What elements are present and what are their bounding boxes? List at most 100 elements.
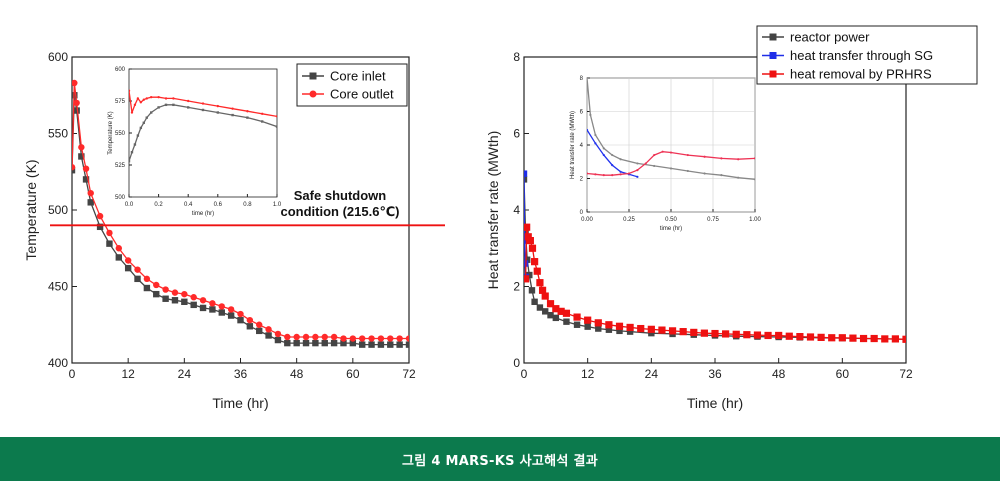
temp-inset-0-point	[187, 106, 190, 109]
heat-2-point	[605, 321, 613, 329]
legend-label: heat transfer through SG	[790, 48, 933, 63]
heat-inset-0-point	[611, 153, 614, 157]
temp-xtick-label: 0	[69, 367, 76, 381]
heat-2-point	[690, 328, 698, 336]
heat-xtick-label: 24	[645, 367, 659, 381]
heat-2-point	[859, 334, 868, 343]
temp-0-point	[72, 92, 78, 99]
temp-inset-0-point	[246, 116, 249, 119]
heat-inset-ytick-label: 6	[580, 110, 584, 116]
temp-ytick-label: 500	[48, 203, 68, 217]
temp-inset-0-point	[145, 116, 148, 119]
temp-inset-0-point	[130, 151, 134, 154]
temp-ytick-label: 550	[48, 127, 68, 141]
heat-inset-0-point	[720, 174, 723, 177]
temp-1-point	[312, 333, 319, 341]
heat-2-point	[594, 319, 602, 327]
temp-inset-0-point	[129, 159, 131, 163]
temp-1-point	[153, 281, 160, 289]
heat-inset-ylabel: Heat transfer rate (MWth)	[570, 111, 576, 179]
temp-inset-0-point	[136, 134, 140, 137]
legend-label: heat removal by PRHRS	[790, 67, 932, 82]
heat-inset-0-point	[602, 147, 605, 150]
heat-2-point	[524, 233, 532, 241]
temp-inset-1-point	[133, 103, 137, 107]
temp-0-point	[256, 327, 263, 335]
temp-0-point	[387, 341, 394, 348]
heat-inset-2-point	[594, 173, 597, 176]
temp-inset-1-point	[187, 99, 190, 103]
heat-inset-2-point	[720, 157, 723, 160]
heat-0-point	[648, 329, 655, 337]
temp-1-point	[256, 321, 263, 328]
temp-1-point	[405, 335, 409, 342]
temp-0-point	[171, 297, 179, 304]
temp-inset-xtick-label: 0.8	[243, 202, 252, 208]
heat-2-point	[668, 327, 677, 335]
temp-inset-0-point	[172, 103, 175, 107]
temp-0-line	[72, 95, 409, 346]
temp-0-point	[87, 199, 94, 206]
temp-inset-frame	[128, 68, 278, 198]
temp-inset-0-point	[164, 103, 168, 107]
heat-inset-0-point	[589, 113, 592, 116]
temp-1-point	[396, 335, 403, 342]
temp-1-point	[368, 335, 375, 342]
temp-inset-xtick-label: 1.0	[273, 202, 282, 208]
temp-0-point	[96, 223, 104, 231]
heat-inset-1-point	[636, 175, 639, 178]
temp-1-point	[246, 316, 254, 324]
heat-inset-0-point	[669, 167, 673, 170]
figure-caption: 그림 4 MARS-KS 사고해석 결과	[401, 453, 599, 469]
heat-2-point	[562, 309, 571, 317]
temp-1-point	[227, 306, 235, 313]
temp-0-point	[368, 341, 375, 348]
temp-inset-1-point	[139, 101, 143, 104]
heat-2-point	[626, 323, 634, 332]
temp-1-point	[162, 286, 169, 293]
heat-ylabel: Heat transfer rate (MWth)	[485, 131, 501, 290]
legend-swatch-marker	[769, 33, 777, 41]
temp-inset-0-point	[139, 126, 143, 130]
heat-1-point	[524, 260, 529, 267]
temp-0-point	[358, 341, 366, 348]
temp-inset-1-series	[129, 89, 277, 118]
temp-1-point	[237, 310, 244, 318]
temp-inset-1-point	[231, 107, 234, 110]
temp-0-point	[115, 254, 123, 261]
heat-2-point	[764, 331, 772, 340]
annotation-line1: Safe shutdown	[294, 188, 387, 203]
temp-inset-xtick-label: 0.0	[125, 202, 134, 208]
heat-inset-2-point	[611, 174, 614, 177]
temp-legend: Core inlet Core outlet	[296, 63, 408, 107]
temp-1-point	[330, 333, 338, 341]
temp-inset-ytick-label: 525	[115, 163, 126, 169]
temp-0-point	[246, 323, 254, 330]
heat-ytick-label: 8	[513, 50, 520, 64]
temp-1-point	[87, 189, 94, 197]
temp-inset-axes: 0.0 0.2 0.4 0.6 0.8 1.0 500 525 550 575 600 time (h…	[108, 67, 282, 217]
heat-2-point	[679, 328, 687, 336]
heat-inset-axes: 0.00 0.25 0.50 0.75 1.00 0 2 4 6 8 time (hr) Heat t…	[570, 76, 761, 232]
temp-inset-1-point	[129, 89, 131, 92]
heat-2-point	[552, 305, 560, 313]
legend-swatch-marker	[309, 90, 317, 98]
heat-2-point	[711, 329, 719, 338]
legend-label: reactor power	[790, 30, 870, 45]
temp-inset-ytick-label: 575	[115, 99, 126, 105]
temp-1-point	[78, 144, 85, 151]
heat-2-point	[891, 335, 899, 343]
temp-inset-0-point	[157, 106, 160, 109]
heat-2-point	[828, 334, 836, 342]
temp-0-point	[82, 176, 90, 183]
temp-ytick-label: 600	[48, 50, 68, 64]
temp-xlabel: Time (hr)	[212, 395, 268, 411]
heat-xtick-label: 48	[772, 367, 786, 381]
temp-0-point	[134, 275, 141, 283]
temp-inset-0-point	[150, 111, 153, 114]
heat-xtick-label: 72	[899, 367, 913, 381]
temp-ytick-label: 400	[48, 356, 68, 370]
heat-inset-xtick-label: 0.75	[707, 217, 719, 223]
heat-ytick-label: 2	[513, 280, 520, 294]
heat-0-point	[584, 323, 591, 330]
